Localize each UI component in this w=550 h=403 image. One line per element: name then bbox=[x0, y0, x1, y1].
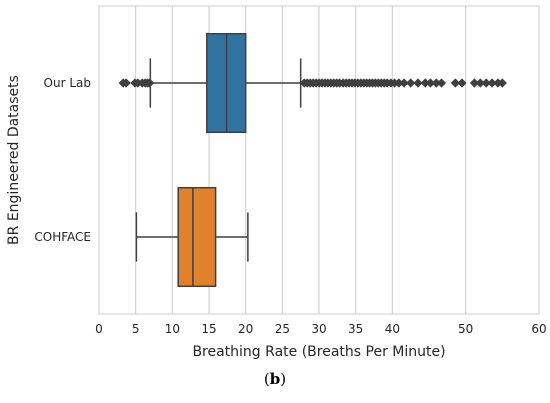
plot-frame bbox=[98, 5, 540, 315]
outlier-point bbox=[144, 78, 155, 88]
outlier-point bbox=[121, 78, 131, 88]
outlier-point bbox=[450, 78, 461, 88]
x-tick-label: 5 bbox=[132, 322, 140, 336]
x-tick-label: 15 bbox=[201, 322, 216, 336]
y-tick-label: Our Lab bbox=[44, 76, 91, 90]
outlier-point bbox=[406, 78, 416, 88]
x-tick-label: 35 bbox=[348, 322, 363, 336]
x-tick-label: 0 bbox=[95, 322, 103, 336]
outlier-point bbox=[436, 78, 447, 88]
outlier-point bbox=[497, 78, 507, 88]
x-tick-label: 40 bbox=[385, 322, 400, 336]
outlier-point bbox=[457, 78, 467, 88]
panel-caption: (b) bbox=[0, 370, 550, 388]
box-iqr bbox=[177, 186, 217, 288]
outlier-point bbox=[413, 78, 423, 88]
x-tick-label: 25 bbox=[275, 322, 290, 336]
box-plot-chart: Our Lab COHFACE 0 5 10 15 20 25 30 35 40 50 60 Breath… bbox=[6, 5, 547, 360]
x-tick-label: 60 bbox=[531, 322, 546, 336]
x-tick-label: 30 bbox=[311, 322, 326, 336]
caption-open: ( bbox=[263, 370, 270, 388]
x-tick-label: 10 bbox=[165, 322, 180, 336]
caption-letter: b bbox=[269, 370, 281, 388]
x-axis-title: Breathing Rate (Breaths Per Minute) bbox=[192, 344, 445, 360]
x-tick-label: 20 bbox=[238, 322, 253, 336]
caption-close: ) bbox=[280, 370, 287, 388]
y-tick-label: COHFACE bbox=[34, 230, 91, 244]
x-tick-label: 50 bbox=[458, 322, 473, 336]
y-axis-title: BR Engineered Datasets bbox=[6, 75, 22, 245]
outlier-point bbox=[399, 78, 409, 88]
